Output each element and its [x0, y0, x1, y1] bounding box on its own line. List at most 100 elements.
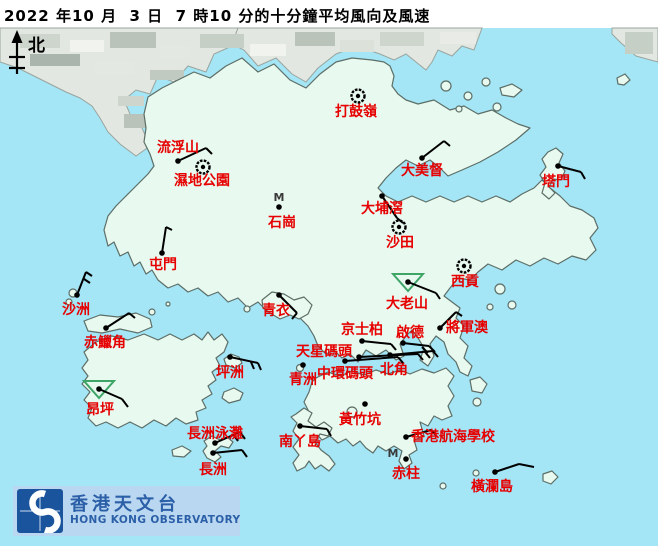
station-label: 青洲: [289, 371, 317, 388]
hei-ling-chau-island: [221, 387, 244, 404]
station-dot: [297, 423, 303, 429]
wind-barb-shaft: [299, 425, 328, 430]
station-marker: 青衣: [262, 292, 298, 320]
station-marker: 打鼓嶺: [335, 88, 378, 120]
station-label: 流浮山: [157, 139, 199, 156]
missing-data-marker: M: [274, 191, 285, 204]
ap-lei-chau-islet: [346, 406, 358, 418]
station-dot: [403, 456, 409, 462]
station-marker: 大埔滘: [361, 193, 404, 224]
station-dot: [175, 158, 181, 164]
calm-wind-icon: [391, 219, 407, 235]
wind-barb-shaft: [402, 342, 430, 347]
station-label: 濕地公園: [174, 172, 230, 189]
station-dot: [359, 338, 365, 344]
station-marker: 將軍澳: [437, 311, 489, 336]
wind-barb-tick: [85, 271, 93, 277]
station-marker: 中環碼頭: [317, 356, 404, 382]
station-label: 沙田: [386, 235, 414, 251]
station-dot: [387, 352, 393, 358]
radar-triangle-icon: [390, 273, 426, 293]
station-marker: 長洲泳灘: [187, 425, 246, 446]
wind-barb-tick: [291, 312, 298, 320]
station-marker: 北角: [380, 350, 439, 378]
station-dot: [419, 155, 425, 161]
calm-wind-icon: [456, 258, 472, 274]
wind-barb-tick: [455, 311, 463, 317]
north-arrow: 北: [9, 30, 45, 74]
station-dot: [159, 250, 165, 256]
station-dot: [396, 224, 402, 230]
wind-barb-shaft: [98, 388, 123, 400]
station-label: 打鼓嶺: [335, 103, 378, 120]
station-marker: 沙洲: [62, 271, 93, 318]
lantau-island: [81, 331, 229, 429]
station-label: 香港航海學校: [410, 428, 496, 445]
station-label: 橫瀾島: [471, 478, 513, 495]
wind-barb-tick: [518, 463, 535, 468]
station-marker: 啟德: [396, 324, 436, 354]
station-dot: [461, 263, 467, 269]
wind-barb-tick: [83, 278, 91, 284]
station-label: 黃竹坑: [338, 411, 381, 428]
station-dot: [403, 434, 409, 440]
station-marker: 濕地公園: [174, 159, 230, 189]
station-label: 長洲: [199, 462, 227, 478]
station-label: 大美督: [401, 162, 443, 179]
wind-barb-shaft: [76, 271, 87, 296]
wind-barb-tick: [205, 147, 213, 155]
wind-barb-tick: [257, 362, 262, 371]
station-marker: 赤鱲角: [84, 312, 136, 351]
station-dot: [342, 358, 348, 364]
shek-kwu-chau-island: [171, 445, 192, 458]
station-dot: [227, 354, 233, 360]
station-dot: [379, 193, 385, 199]
tap-mun-island: [539, 147, 566, 200]
wind-barb-tick: [239, 431, 246, 440]
station-marker: M 赤柱: [388, 447, 420, 482]
station-label: 屯門: [149, 256, 177, 273]
station-label: 青衣: [262, 302, 291, 319]
wind-barb-tick: [432, 350, 439, 358]
station-label: 沙洲: [62, 302, 90, 318]
hko-logo-banner: 香港天文台 HONG KONG OBSERVATORY: [13, 486, 240, 536]
tung-lung-chau-island: [469, 376, 488, 394]
wind-barb-tick: [430, 429, 437, 436]
station-label: 京士柏: [341, 321, 383, 338]
station-label: 西貢: [451, 274, 479, 290]
wind-barb-shaft: [214, 431, 241, 444]
station-dot: [355, 93, 361, 99]
po-toi-island: [542, 470, 559, 485]
wind-barb-tick: [435, 292, 441, 300]
station-marker: 屯門: [149, 226, 177, 273]
station-label: 北角: [380, 361, 408, 378]
wind-barb-tick: [580, 171, 586, 180]
radar-triangle-icon: [81, 380, 117, 400]
wind-barb-tick: [417, 353, 424, 361]
calm-wind-icon: [195, 159, 211, 175]
wind-barb-tick: [241, 449, 248, 458]
wind-barb-shaft: [494, 463, 520, 473]
wind-barb-tick: [397, 356, 404, 364]
station-marker: 長洲: [199, 449, 248, 478]
wind-barb-shaft: [557, 165, 582, 173]
hko-logo-icon: [17, 489, 63, 533]
station-dot: [356, 354, 362, 360]
station-dot: [212, 440, 218, 446]
crooked-island: [499, 83, 523, 98]
wind-barb-shaft: [439, 311, 457, 329]
lamma-island: [290, 407, 336, 472]
station-marker: 流浮山: [157, 139, 213, 164]
wind-barb-shaft: [421, 140, 445, 159]
station-marker: 南丫島: [279, 423, 332, 450]
wind-barb-shaft: [278, 294, 298, 314]
station-label: 坪洲: [216, 365, 244, 381]
missing-data-marker: M: [388, 447, 399, 460]
station-label: 塔門: [542, 173, 570, 190]
wind-barb-shaft: [177, 147, 207, 162]
wind-barb-shaft: [405, 429, 432, 438]
station-label: 昂坪: [86, 402, 114, 418]
wind-barb-shaft: [161, 226, 167, 254]
station-dot: [276, 204, 282, 210]
wind-barb-tick: [165, 226, 173, 231]
